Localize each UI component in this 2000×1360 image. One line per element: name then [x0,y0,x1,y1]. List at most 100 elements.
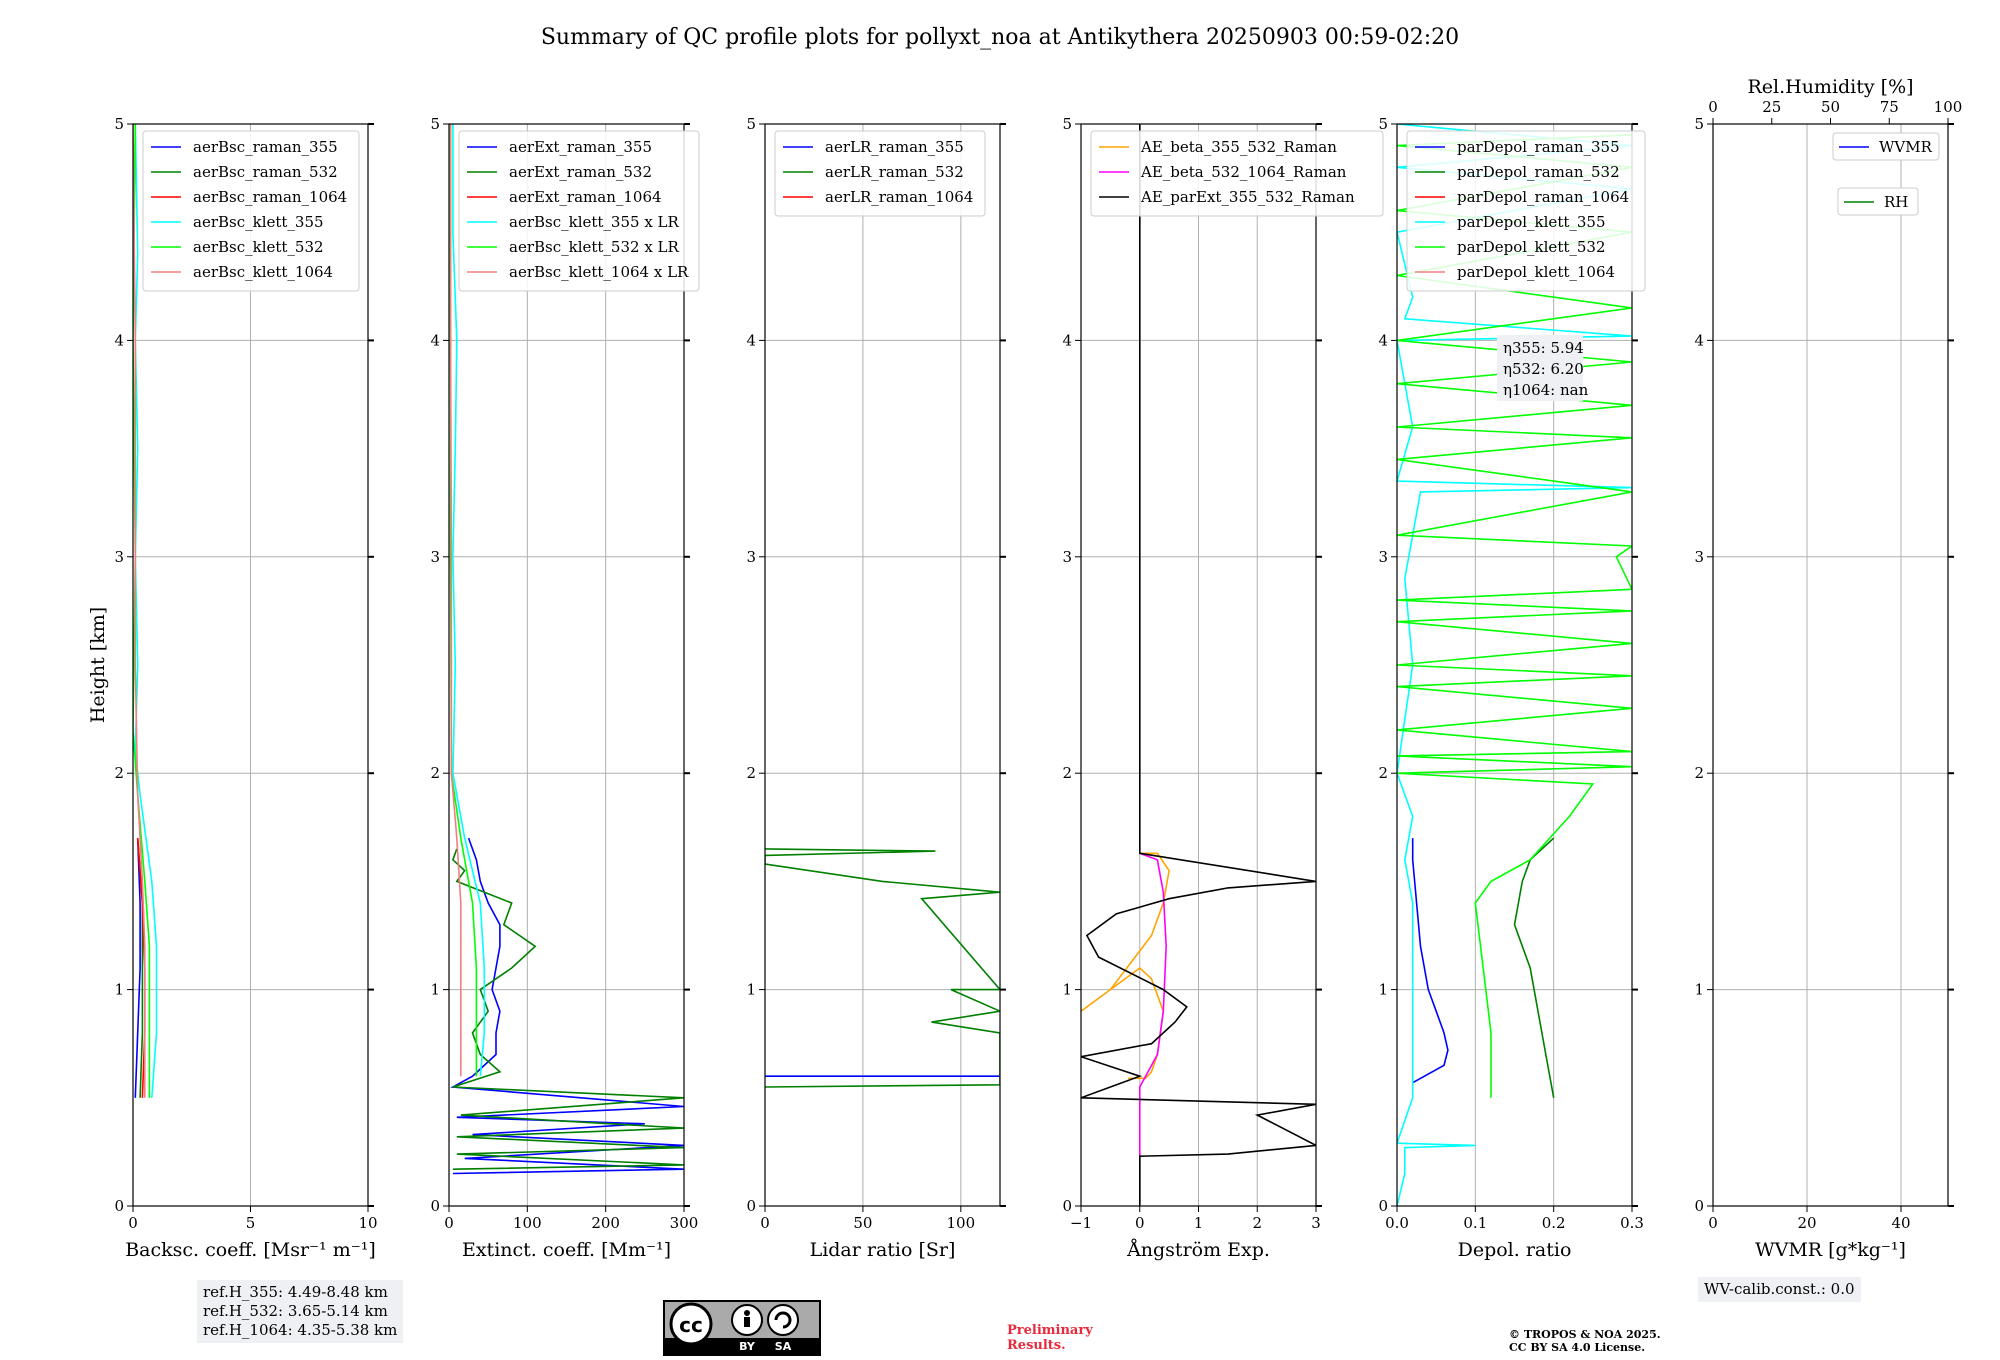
x-tick-label: 10 [358,1214,377,1232]
series-line-pardepol-raman-355 [1411,838,1449,1084]
x-tick-label: 0 [1708,1214,1718,1232]
cc-license-badge: cc BY SA [663,1300,821,1356]
y-tick-label: 3 [430,548,440,566]
legend-label: parDepol_raman_1064 [1457,188,1629,206]
y-tick-label: 5 [1694,115,1704,133]
x-tick-label: 2 [1252,1214,1262,1232]
legend-label: aerExt_raman_532 [509,163,652,181]
top-x-axis-label: Rel.Humidity [%] [1747,76,1913,98]
y-tick-label: 0 [1694,1197,1704,1215]
axes-frame [764,123,1001,1207]
y-tick-label: 2 [746,764,756,782]
y-tick-label: 2 [114,764,124,782]
legend-label: aerBsc_klett_532 x LR [509,238,680,256]
legend: AE_beta_355_532_Raman AE_beta_532_1064_Ra… [1090,130,1384,217]
x-axis-label: Backsc. coeff. [Msr⁻¹ m⁻¹] [125,1239,376,1261]
legend: aerBsc_raman_355 aerBsc_raman_532 aerBsc_r… [142,130,360,292]
y-tick-label: 3 [1378,548,1388,566]
y-tick-label: 1 [1062,981,1072,999]
figure-title: Summary of QC profile plots for pollyxt_… [541,25,1459,50]
y-axis-label: Height [km] [87,607,109,723]
refh-1064: ref.H_1064: 4.35-5.38 km [203,1321,398,1339]
legend-label: parDepol_klett_532 [1457,238,1606,256]
x-tick-label: 5 [246,1214,256,1232]
series-line-aerext-raman-532 [451,848,684,1170]
copyright-line-2: CC BY SA 4.0 License. [1509,1341,1646,1354]
cc-label: cc [679,1313,703,1337]
x-tick-label: 40 [1891,1214,1910,1232]
panel-3: 0 50 100 0 1 2 3 4 5 Lidar ratio [Sr] aerLR_raman_… [746,115,1006,1261]
x-tick-label: 20 [1797,1214,1816,1232]
preliminary-line-2: Results. [1007,1338,1066,1353]
x-tick-label: 50 [853,1214,872,1232]
legend-label: WVMR [1879,138,1933,156]
y-tick-label: 2 [430,764,440,782]
x-tick-label: 100 [947,1214,976,1232]
legend-label: aerLR_raman_1064 [825,188,973,206]
y-tick-label: 2 [1062,764,1072,782]
x-axis-label: Lidar ratio [Sr] [810,1239,956,1261]
wv-calib-const: WV-calib.const.: 0.0 [1704,1280,1855,1298]
y-tick-label: 4 [1062,331,1072,349]
series-line-aerbsc-klett-1064 [133,124,146,1098]
top-x-tick-label: 50 [1821,98,1840,116]
x-tick-label: 0 [128,1214,138,1232]
x-tick-label: −1 [1070,1214,1092,1232]
by-label: BY [739,1340,756,1353]
y-tick-label: 1 [1694,981,1704,999]
y-tick-label: 1 [114,981,124,999]
copyright-line-1: © TROPOS & NOA 2025. [1509,1328,1661,1341]
reference-height-box: ref.H_355: 4.49-8.48 km ref.H_532: 3.65-… [197,1280,404,1343]
x-tick-label: 100 [513,1214,542,1232]
legend-label: parDepol_klett_1064 [1457,263,1615,281]
series-line-ae-parext-355-532-raman [1081,124,1316,1206]
legend-frame [458,130,700,292]
series-line-aerbsc-raman-355 [134,838,141,1098]
y-tick-label: 4 [1378,331,1388,349]
legend: aerExt_raman_355 aerExt_raman_532 aerExt_r… [458,130,700,292]
eta-annotation: η355: 5.94 η532: 6.20 η1064: nan [1497,335,1589,401]
top-x-tick-label: 100 [1934,98,1963,116]
legend-label: aerBsc_klett_355 [193,213,324,231]
y-tick-label: 5 [430,115,440,133]
series-line-ae-beta-532-1064-raman [1139,852,1168,1206]
series-line-aerbsc-klett-1064-x-lr [449,124,462,1077]
axes-frame [1396,123,1633,1207]
y-tick-label: 4 [114,331,124,349]
y-tick-label: 5 [114,115,124,133]
preliminary-line-1: Preliminary [1007,1323,1093,1338]
legend-label: aerBsc_raman_355 [193,138,338,156]
legend-label: aerBsc_raman_1064 [193,188,347,206]
x-axis-label: WVMR [g*kg⁻¹] [1755,1239,1906,1261]
y-tick-label: 0 [430,1197,440,1215]
y-tick-label: 2 [1694,764,1704,782]
legend-label: aerLR_raman_532 [825,163,964,181]
y-tick-label: 2 [1378,764,1388,782]
y-tick-label: 3 [1062,548,1072,566]
wv-calib-box: WV-calib.const.: 0.0 [1698,1277,1861,1302]
y-tick-label: 5 [1378,115,1388,133]
legend-label: aerExt_raman_1064 [509,188,662,206]
legend-label: aerExt_raman_355 [509,138,652,156]
y-tick-label: 5 [746,115,756,133]
legend-label: aerBsc_klett_1064 x LR [509,263,689,281]
legend: parDepol_raman_355 parDepol_raman_532 parD… [1406,130,1646,292]
legend-rh: RH [1837,187,1919,216]
x-tick-label: 200 [591,1214,620,1232]
legend-frame [142,130,360,292]
panel-6: 0 20 40 0 1 2 3 4 5 WVMR [g*kg⁻¹] 0 25 50 75 100 Rel.Hu… [1694,76,1962,1261]
x-tick-label: 3 [1311,1214,1321,1232]
panel-5: 0.0 0.1 0.2 0.3 0 1 2 3 4 5 Depol. ratio parDepol_r… [1378,115,1646,1261]
panel-2: 0 100 200 300 0 1 2 3 4 5 Extinct. coeff. [Mm⁻¹] ae… [430,115,700,1261]
y-tick-label: 4 [430,331,440,349]
y-tick-label: 3 [114,548,124,566]
series-line-ae-beta-355-532-raman [1081,852,1170,1080]
series-line-pardepol-raman-532 [1513,837,1555,1098]
legend-frame [774,130,986,217]
series-line-aerbsc-klett-355-x-lr [452,124,486,1077]
y-tick-label: 1 [1378,981,1388,999]
legend-label: AE_beta_355_532_Raman [1140,138,1337,156]
preliminary-results-note: Preliminary Results. [1007,1323,1093,1353]
cc-by-sa-icon: cc BY SA [665,1302,819,1354]
